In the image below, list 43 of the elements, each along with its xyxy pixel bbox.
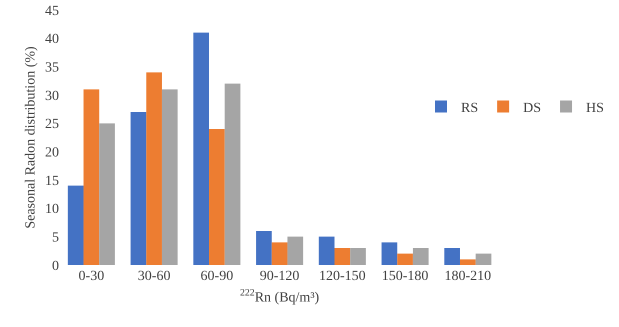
bar xyxy=(193,32,210,265)
legend-label: DS xyxy=(523,100,542,116)
x-tick-label: 180-210 xyxy=(444,269,492,284)
bar xyxy=(476,254,492,265)
bar xyxy=(68,186,84,265)
legend-label: RS xyxy=(461,100,478,116)
y-tick-label: 25 xyxy=(45,117,59,132)
x-tick-label: 30-60 xyxy=(138,269,170,284)
bar xyxy=(412,248,429,265)
bar xyxy=(350,248,366,265)
bar xyxy=(146,72,162,265)
bar xyxy=(84,89,100,265)
x-tick-label: 0-30 xyxy=(78,269,104,284)
bar xyxy=(444,248,460,265)
bar xyxy=(318,236,334,265)
bar xyxy=(209,129,225,265)
y-tick-label: 10 xyxy=(45,202,59,218)
bar xyxy=(130,112,146,265)
y-axis-title: Seasonal Radon distribution (%) xyxy=(24,46,39,229)
x-tick-label: 60-90 xyxy=(200,269,234,284)
y-tick-label: 0 xyxy=(52,258,59,274)
bar xyxy=(272,242,288,265)
y-tick-label: 5 xyxy=(52,230,59,246)
bar xyxy=(224,84,240,265)
bar xyxy=(397,254,413,265)
x-axis-title: $^{222}$Rn (Bq/m³) xyxy=(240,287,320,306)
y-tick-label: 20 xyxy=(45,146,59,161)
y-tick-label: 15 xyxy=(45,174,59,189)
bar xyxy=(99,123,115,265)
legend-label: HS xyxy=(586,100,604,116)
y-tick-label: 35 xyxy=(45,60,59,76)
x-tick-label: 150-180 xyxy=(382,269,428,284)
bar xyxy=(334,248,350,265)
bar xyxy=(460,259,476,265)
y-tick-label: 40 xyxy=(45,32,59,48)
y-tick-label: 45 xyxy=(45,4,59,19)
bar xyxy=(256,231,272,265)
bar xyxy=(162,89,178,265)
bar xyxy=(382,242,398,265)
x-tick-label: 90-120 xyxy=(260,269,300,284)
bar xyxy=(287,236,304,265)
x-tick-label: 120-150 xyxy=(319,269,366,284)
y-tick-label: 30 xyxy=(45,88,59,104)
